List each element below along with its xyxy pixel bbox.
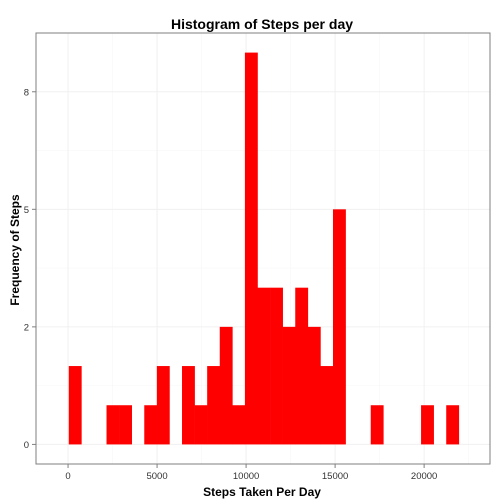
histogram-bar bbox=[257, 287, 271, 445]
y-tick-label: 2 bbox=[24, 322, 29, 333]
histogram-bar bbox=[194, 405, 208, 445]
histogram-bar bbox=[270, 287, 283, 445]
histogram-bar bbox=[156, 366, 170, 445]
plot-area: 0 5000 10000 15000 20000 0 2 5 8 bbox=[24, 32, 491, 482]
y-tick-label: 8 bbox=[24, 87, 29, 98]
y-tick-label: 0 bbox=[24, 440, 29, 451]
histogram-bar bbox=[68, 366, 82, 445]
x-axis-label: Steps Taken Per Day bbox=[203, 485, 321, 499]
histogram-bar bbox=[219, 326, 233, 445]
chart-title: Histogram of Steps per day bbox=[171, 16, 353, 32]
histogram-bar bbox=[307, 326, 321, 445]
x-tick-label: 15000 bbox=[322, 471, 348, 482]
histogram-bar bbox=[446, 405, 460, 445]
histogram-bar bbox=[207, 366, 221, 445]
x-tick-label: 0 bbox=[65, 471, 70, 482]
x-tick-label: 10000 bbox=[233, 471, 259, 482]
y-axis-label: Frequency of Steps bbox=[8, 194, 22, 306]
histogram-bar bbox=[282, 326, 296, 445]
histogram-bar bbox=[232, 405, 246, 445]
histogram-bar bbox=[421, 405, 434, 445]
histogram-bar bbox=[182, 366, 195, 445]
histogram-bar bbox=[320, 366, 334, 445]
histogram-bar bbox=[106, 405, 120, 445]
x-tick-label: 5000 bbox=[146, 471, 167, 482]
histogram-bar bbox=[295, 287, 309, 445]
histogram-bar bbox=[244, 52, 258, 445]
histogram-bar bbox=[332, 209, 346, 445]
panel-border bbox=[35, 32, 491, 465]
histogram-bar bbox=[144, 405, 158, 445]
histogram-bar bbox=[119, 405, 132, 445]
histogram-bar bbox=[370, 405, 384, 445]
y-tick-label: 5 bbox=[24, 205, 29, 216]
x-tick-label: 20000 bbox=[411, 471, 437, 482]
